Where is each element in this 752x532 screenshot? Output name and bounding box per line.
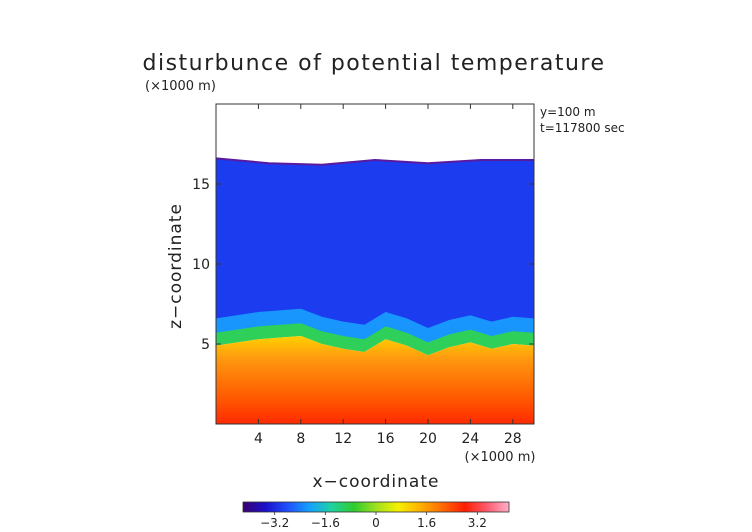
y-tick-label: 10 (192, 257, 210, 273)
y-axis: 5 10 15 (192, 177, 534, 353)
colorbar-tick-label: 0 (372, 516, 380, 530)
y-tick-label: 5 (201, 337, 210, 353)
colorbar-tick-label: −1.6 (311, 516, 340, 530)
x-tick-label: 16 (377, 431, 395, 447)
upper-cold-region (216, 158, 534, 351)
colorbar-tick-label: 3.2 (468, 516, 487, 530)
transition-band-green (216, 323, 534, 356)
annotation-y: y=100 m (540, 105, 596, 119)
colorbar-tick-label: −3.2 (260, 516, 289, 530)
x-tick-label: 12 (334, 431, 352, 447)
x-axis-label: x−coordinate (313, 472, 440, 492)
x-tick-label: 20 (419, 431, 437, 447)
annotation-time: t=117800 sec (540, 121, 625, 135)
colorbar: −3.2 −1.6 0 1.6 3.2 (242, 501, 510, 530)
x-unit-label: (×1000 m) (465, 450, 536, 465)
x-tick-label: 24 (461, 431, 479, 447)
x-axis: 4 8 12 16 20 24 28 (254, 104, 522, 447)
y-axis-label: z−coordinate (166, 203, 186, 329)
layer-top-line (216, 157, 534, 166)
x-tick-label: 8 (296, 431, 305, 447)
colorbar-ticks: −3.2 −1.6 0 1.6 3.2 (260, 512, 487, 530)
field-layer (216, 157, 534, 424)
colorbar-bar (242, 501, 510, 513)
y-unit-label: (×1000 m) (145, 79, 216, 94)
chart-title: disturbunce of potential temperature (143, 51, 606, 76)
colorbar-tick-label: 1.6 (417, 516, 436, 530)
x-tick-label: 4 (254, 431, 263, 447)
plot-area: 4 8 12 16 20 24 28 5 10 15 (192, 103, 535, 447)
y-tick-label: 15 (192, 177, 210, 193)
lower-warm-region (216, 336, 534, 424)
x-tick-label: 28 (504, 431, 522, 447)
